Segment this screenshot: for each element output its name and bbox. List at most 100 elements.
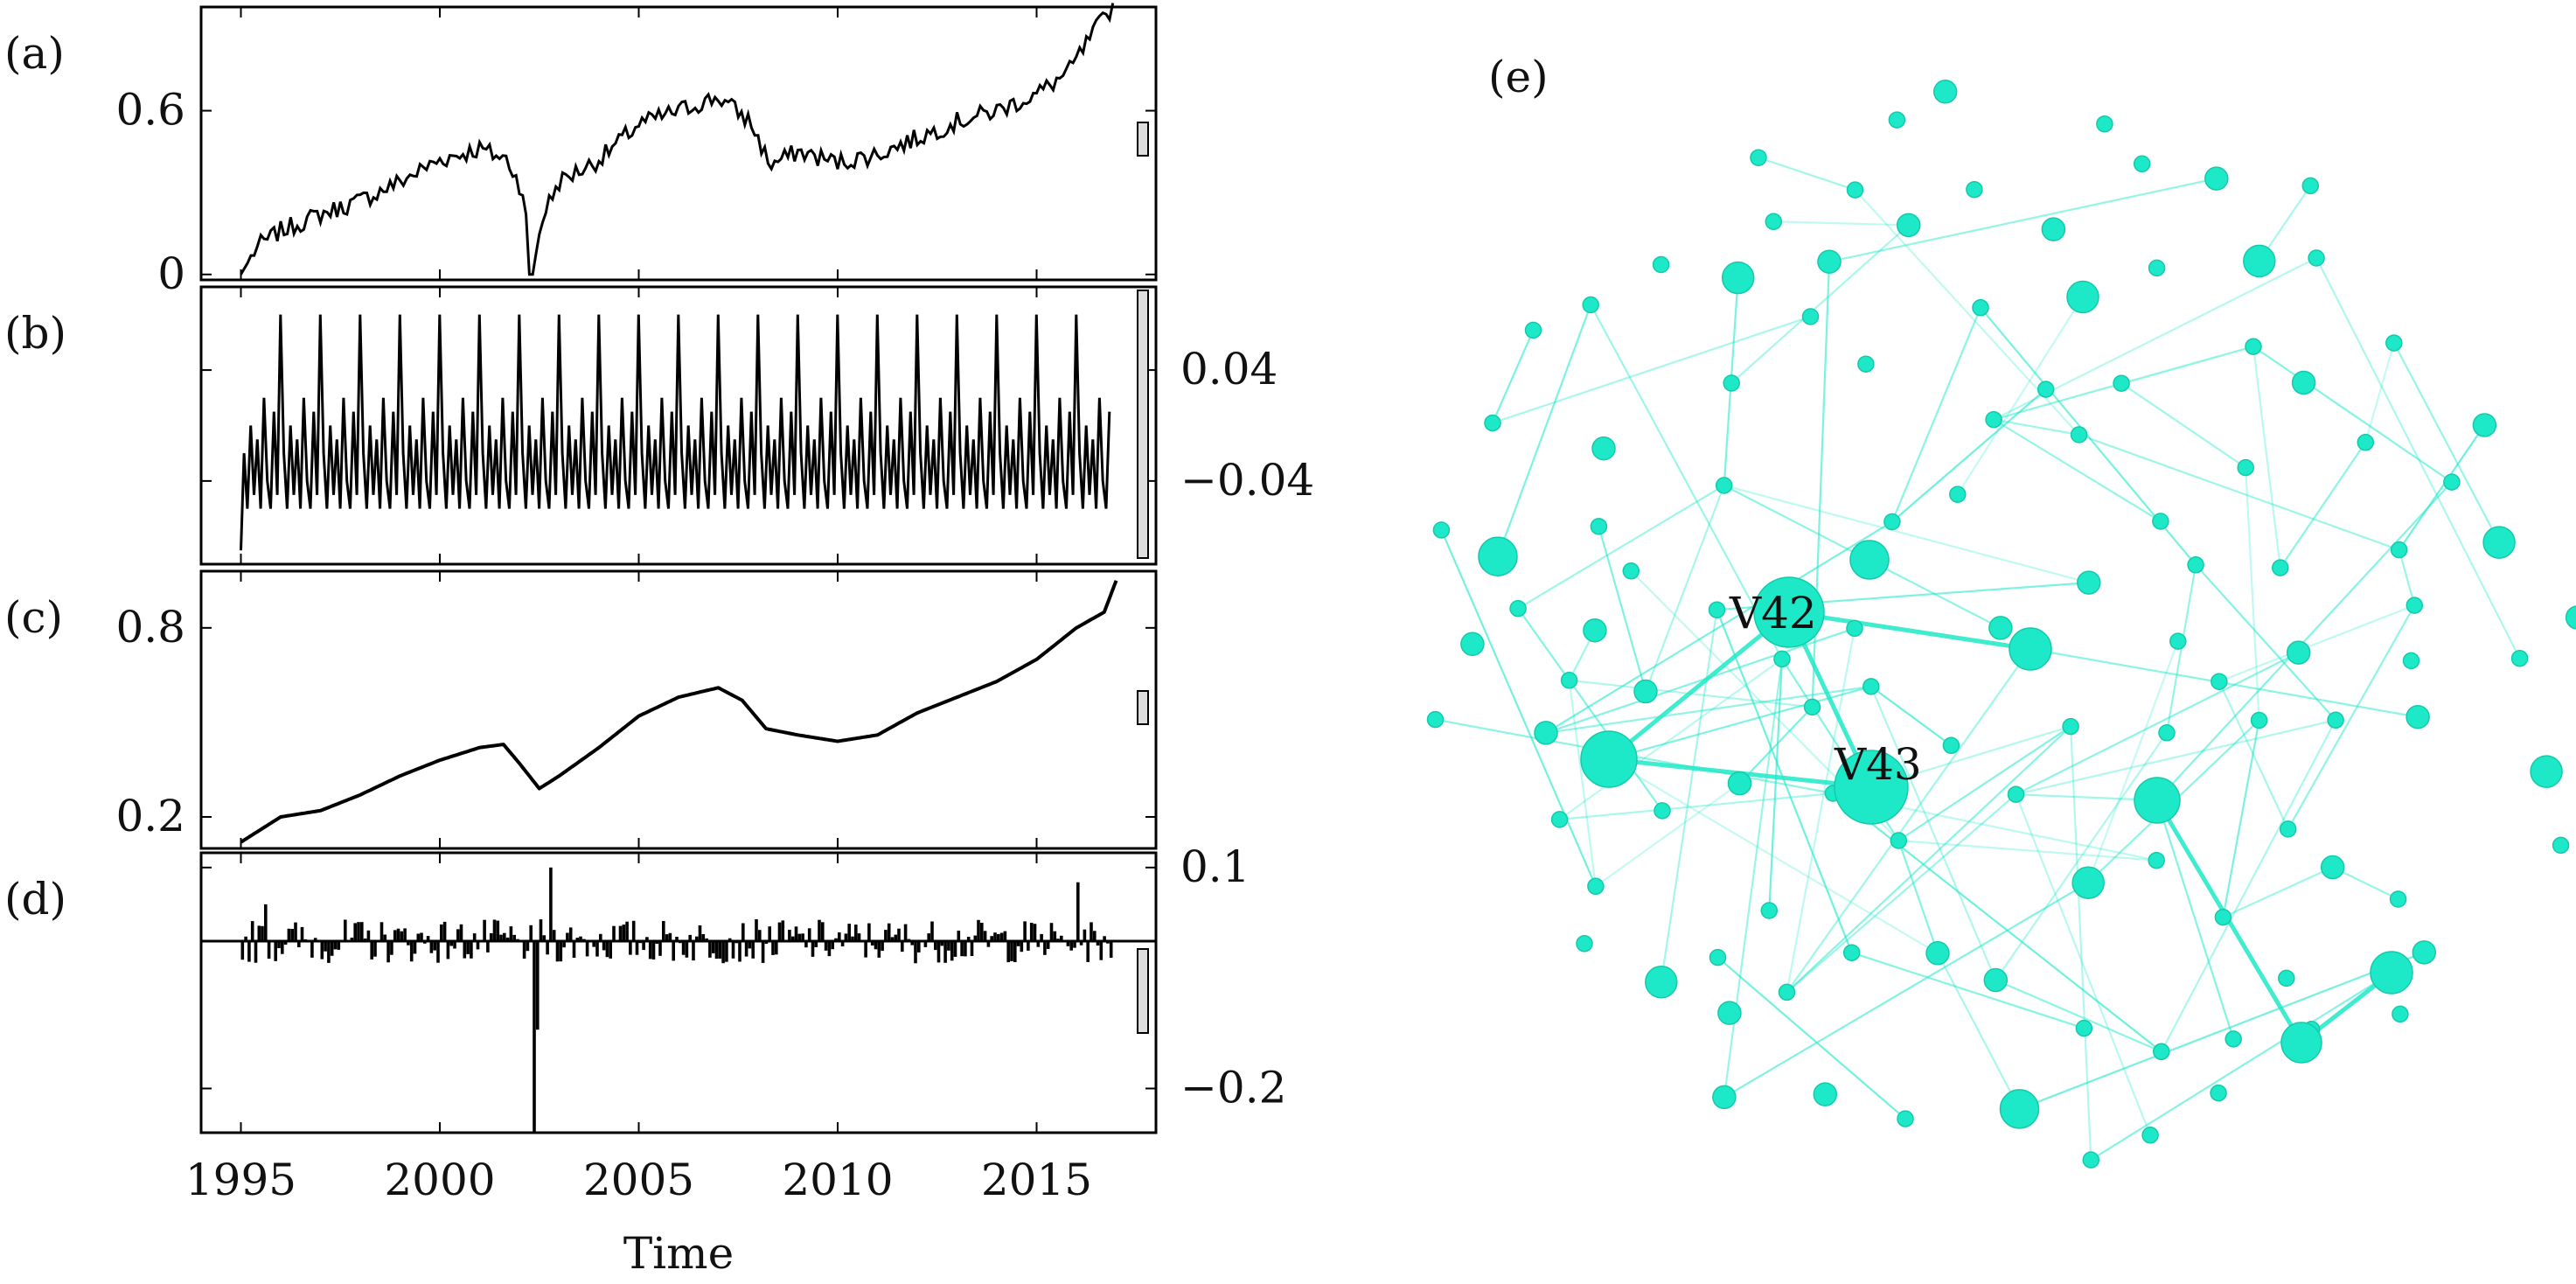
network-edge bbox=[2252, 346, 2281, 569]
network-node bbox=[1712, 1085, 1737, 1110]
network-edge bbox=[2222, 720, 2260, 918]
residual-bar bbox=[277, 941, 281, 949]
network-node bbox=[1753, 576, 1825, 648]
time-series-panels: (a) 0 0.6 (b) 0.04 −0.04 (c) 0.8 0.2 (d) 0.1 −0.2 19… bbox=[4, 3, 1314, 1279]
panel-frame bbox=[199, 851, 1158, 1134]
residual-bar bbox=[775, 941, 778, 955]
network-node bbox=[2224, 1030, 2242, 1048]
network-node bbox=[2036, 380, 2055, 398]
residual-bar bbox=[1046, 941, 1050, 949]
residual-bar bbox=[966, 937, 971, 941]
network-node bbox=[1849, 540, 1890, 580]
network-node bbox=[2071, 866, 2105, 899]
residual-bar bbox=[1090, 922, 1093, 941]
residual-bar bbox=[1029, 923, 1034, 941]
residual-bar bbox=[714, 941, 719, 960]
residual-bar bbox=[1049, 923, 1054, 942]
residual-bar bbox=[721, 941, 725, 964]
y-tick-label: 0.6 bbox=[115, 85, 185, 136]
residual-bar bbox=[701, 934, 706, 941]
network-edge bbox=[2087, 640, 2179, 883]
network-edge bbox=[1768, 659, 1784, 911]
network-edge bbox=[1786, 648, 2031, 994]
network-node bbox=[2443, 473, 2461, 491]
residual-bar bbox=[645, 937, 649, 941]
residual-bar bbox=[903, 924, 908, 942]
residual-bar bbox=[383, 934, 387, 942]
network-node bbox=[2070, 426, 2088, 443]
network-node bbox=[2370, 951, 2413, 994]
network-edge bbox=[1590, 304, 1783, 659]
network-node bbox=[2041, 217, 2066, 241]
network-node bbox=[2320, 855, 2345, 880]
residual-bar bbox=[758, 930, 762, 942]
network-edge bbox=[1517, 608, 1663, 812]
residual-bar bbox=[1093, 931, 1097, 942]
network-edge bbox=[1851, 952, 2085, 1029]
residual-bar bbox=[313, 938, 317, 941]
network-node bbox=[1883, 513, 1901, 531]
residual-bar bbox=[618, 925, 623, 942]
residual-bar bbox=[416, 933, 421, 942]
residual-bar bbox=[357, 922, 360, 941]
network-node bbox=[2007, 785, 2025, 803]
residual-bar bbox=[870, 941, 874, 946]
residual-bar bbox=[1010, 941, 1013, 961]
residual-bar bbox=[483, 919, 486, 941]
residual-bar bbox=[423, 941, 427, 944]
network-node bbox=[1708, 601, 1726, 618]
panel-a: (a) 0 0.6 bbox=[4, 5, 1158, 299]
residual-bar bbox=[1096, 941, 1100, 946]
residual-bar bbox=[648, 941, 652, 960]
residual-bar bbox=[923, 941, 928, 947]
residual-bar bbox=[1083, 929, 1087, 942]
network-node bbox=[2390, 541, 2408, 559]
network-edge bbox=[2252, 345, 2453, 484]
network-edge bbox=[2090, 972, 2392, 1162]
residual-bar bbox=[390, 941, 393, 955]
network-edge bbox=[1545, 685, 1871, 734]
network-edge bbox=[2392, 342, 2501, 543]
scale-bar-a bbox=[1137, 122, 1149, 157]
residual-bar bbox=[549, 867, 553, 941]
network-node bbox=[1591, 436, 1616, 461]
residual-bar bbox=[407, 941, 410, 946]
network-edge bbox=[1440, 529, 1597, 887]
residual-bar bbox=[914, 941, 917, 964]
network-node bbox=[2077, 570, 2101, 595]
residual-bar bbox=[1060, 935, 1063, 942]
network-node bbox=[1925, 941, 1950, 966]
residual-bar bbox=[300, 926, 304, 942]
network-edge bbox=[1832, 792, 2162, 1053]
residual-bar bbox=[777, 922, 782, 942]
residual-bar bbox=[625, 921, 629, 942]
residual-bar bbox=[616, 940, 619, 942]
residual-bar bbox=[655, 941, 659, 944]
network-node bbox=[2245, 338, 2262, 355]
network-edge bbox=[1660, 610, 1718, 982]
residual-bar bbox=[353, 923, 357, 941]
residual-bar bbox=[797, 933, 802, 942]
residual-bar bbox=[794, 926, 798, 942]
network-node bbox=[1709, 948, 1727, 966]
residual-bar bbox=[748, 941, 752, 949]
network-edge bbox=[1491, 330, 1535, 424]
network-edge bbox=[1559, 792, 1834, 820]
residual-bar bbox=[675, 937, 679, 942]
residual-bar bbox=[695, 936, 699, 942]
network-edge bbox=[2245, 467, 2260, 721]
network-node bbox=[1576, 935, 1593, 953]
residual-bar bbox=[708, 941, 712, 958]
residual-bar bbox=[449, 941, 453, 946]
network-node bbox=[1760, 902, 1779, 919]
residual-bar bbox=[1006, 941, 1010, 963]
network-node bbox=[1509, 599, 1527, 618]
network-node bbox=[2286, 640, 2311, 665]
residual-bar bbox=[264, 904, 268, 941]
residual-bar bbox=[651, 941, 656, 960]
residual-bar bbox=[668, 932, 672, 941]
residual-bar bbox=[1066, 941, 1070, 946]
network-edge bbox=[1598, 526, 1647, 692]
residual-bar bbox=[635, 941, 639, 955]
residual-bar bbox=[1079, 941, 1083, 946]
